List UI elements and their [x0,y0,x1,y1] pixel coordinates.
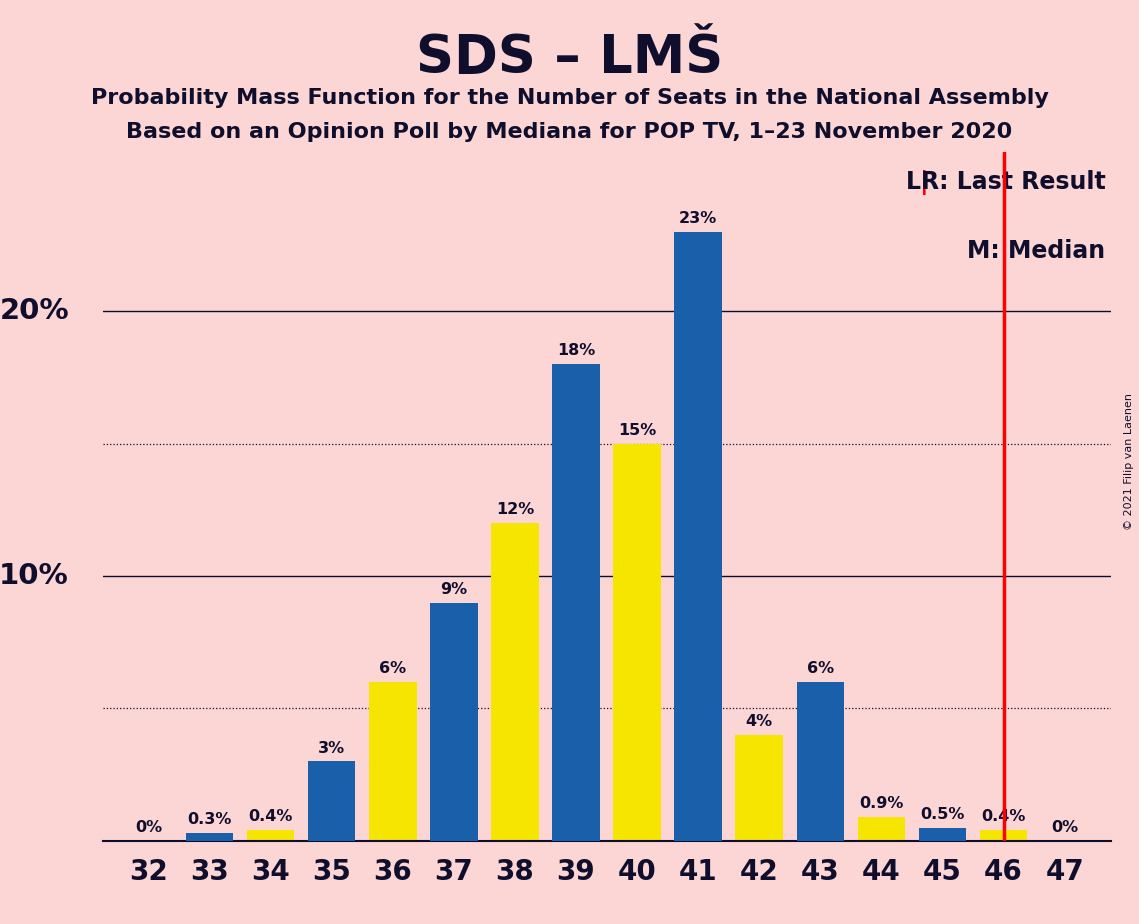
Text: 9%: 9% [441,582,467,597]
Text: 6%: 6% [806,662,834,676]
Text: 0%: 0% [134,820,162,835]
Bar [613,444,661,841]
Text: © 2021 Filip van Laenen: © 2021 Filip van Laenen [1124,394,1133,530]
Text: M: M [622,660,653,688]
Text: 0.4%: 0.4% [248,809,293,824]
Bar [186,833,233,841]
Bar [429,602,477,841]
Text: |: | [919,170,928,195]
Text: 0.3%: 0.3% [187,812,231,827]
Text: LR: LR [493,693,536,722]
Bar [980,831,1027,841]
Text: 18%: 18% [557,344,595,359]
Text: 0.5%: 0.5% [920,807,965,821]
Text: M: Median: M: Median [967,238,1106,262]
Text: 6%: 6% [379,662,407,676]
Bar [674,232,722,841]
Bar [919,828,966,841]
Bar [369,682,417,841]
Bar [247,831,294,841]
Bar [308,761,355,841]
Text: 10%: 10% [0,562,68,590]
Text: 0.4%: 0.4% [982,809,1026,824]
Text: 0%: 0% [1051,820,1079,835]
Text: 15%: 15% [618,423,656,438]
Bar [796,682,844,841]
Text: Based on an Opinion Poll by Mediana for POP TV, 1–23 November 2020: Based on an Opinion Poll by Mediana for … [126,122,1013,142]
Text: LR: Last Result: LR: Last Result [906,170,1106,194]
Text: 20%: 20% [0,298,68,325]
Text: 3%: 3% [318,741,345,756]
Text: 12%: 12% [495,503,534,517]
Text: 23%: 23% [679,211,718,226]
Text: Probability Mass Function for the Number of Seats in the National Assembly: Probability Mass Function for the Number… [91,88,1048,108]
Bar [736,735,784,841]
Text: SDS – LMŠ: SDS – LMŠ [416,32,723,84]
Bar [858,817,906,841]
Bar [491,523,539,841]
Text: 0.9%: 0.9% [859,796,903,811]
Bar [552,364,600,841]
Text: 4%: 4% [746,714,772,729]
